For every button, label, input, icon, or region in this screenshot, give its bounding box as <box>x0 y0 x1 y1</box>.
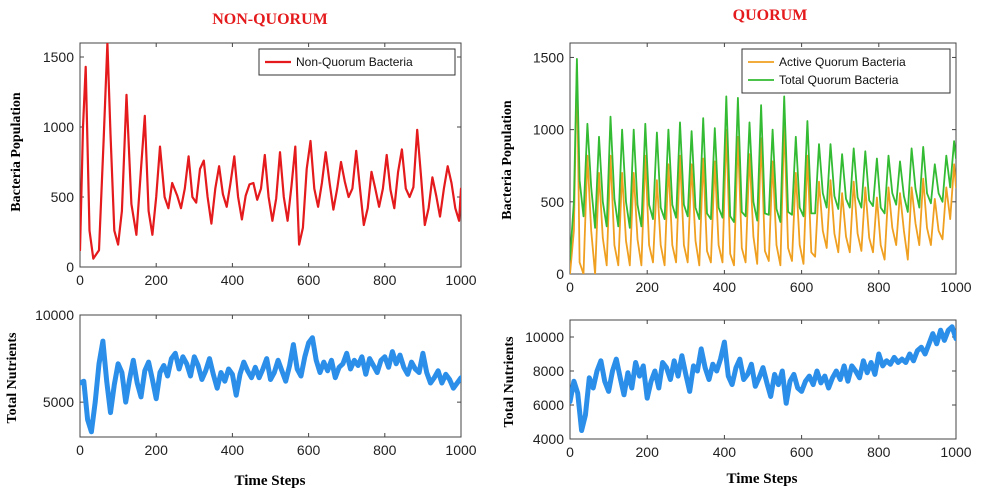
nq-nut-ylabel: Total Nutrients <box>5 332 20 423</box>
q_nut-xtick-label: 400 <box>713 444 737 460</box>
nq_pop-axes-box <box>79 42 462 268</box>
nq_pop-xtick-label: 1000 <box>445 272 476 288</box>
q_pop-series-line-1 <box>570 58 956 261</box>
nq_pop-legend-box <box>258 48 456 76</box>
q-nut-xlabel: Time Steps <box>727 471 798 487</box>
nq_pop-xtick-label: 600 <box>297 272 321 288</box>
nq_pop-legend-label-0: Non-Quorum Bacteria <box>296 55 413 69</box>
nq-title: NON-QUORUM <box>212 11 328 28</box>
q_pop-xtick-label: 800 <box>867 279 891 295</box>
nq_pop-ytick-label: 1500 <box>43 49 74 65</box>
nq_nut-chart: 0 200 400 600 800 1000 5000 10000 <box>35 307 477 458</box>
q-pop-ylabel: Bacteria Population <box>500 100 515 220</box>
nq-pop-ylabel: Bacteria Population <box>9 92 24 212</box>
q_pop-xtick-label: 200 <box>636 279 660 295</box>
q_nut-xtick-label: 600 <box>790 444 814 460</box>
q_pop-xtick-label: 1000 <box>940 279 971 295</box>
nq_nut-xtick-label: 1000 <box>445 442 476 458</box>
nq_pop-xtick-label: 400 <box>221 272 245 288</box>
q_pop-xtick-label: 0 <box>566 279 574 295</box>
nq_pop-ytick-label: 500 <box>51 189 75 205</box>
q_pop-xtick-label: 600 <box>790 279 814 295</box>
q_nut-ytick-label: 4000 <box>533 431 564 447</box>
q_nut-ytick-label: 6000 <box>533 397 564 413</box>
nq_pop-ytick-label: 0 <box>66 259 74 275</box>
nq_nut-series-line-0 <box>80 335 461 435</box>
nq_pop-chart: 0 200 400 600 800 1000 0 500 1000 1500 Non-Quorum … <box>43 42 477 288</box>
nq_pop-xtick-label: 200 <box>145 272 169 288</box>
q_pop-ytick-label: 1000 <box>533 122 564 138</box>
q_nut-series-line-0 <box>570 324 956 433</box>
q_pop-series-line-0 <box>570 63 956 274</box>
nq_nut-xtick-label: 200 <box>145 442 169 458</box>
nq_nut-xtick-label: 600 <box>297 442 321 458</box>
nq_pop-xtick-label: 800 <box>373 272 397 288</box>
q_pop-legend-label-0: Active Quorum Bacteria <box>779 55 906 69</box>
nq_pop-series-line-0 <box>80 43 461 260</box>
q-title: QUORUM <box>733 7 808 24</box>
q_pop-legend-label-1: Total Quorum Bacteria <box>779 73 899 87</box>
q_pop-ytick-label: 500 <box>541 194 565 210</box>
nq_pop-ytick-label: 1000 <box>43 119 74 135</box>
q_pop-legend-box <box>741 48 951 94</box>
q_nut-xtick-label: 0 <box>566 444 574 460</box>
q_nut-ytick-label: 10000 <box>525 329 564 345</box>
nq_nut-ytick-label: 10000 <box>35 307 74 323</box>
q_pop-ytick-label: 1500 <box>533 49 564 65</box>
q_pop-chart: 0 200 400 600 800 1000 0 500 1000 1500 Active Quor… <box>533 42 972 295</box>
q_nut-chart: 0 200 400 600 800 1000 4000 6000 8000 10000 <box>525 319 972 460</box>
q_nut-xtick-label: 800 <box>867 444 891 460</box>
nq_pop-xtick-label: 0 <box>76 272 84 288</box>
q_pop-xtick-label: 400 <box>713 279 737 295</box>
nq_nut-xtick-label: 800 <box>373 442 397 458</box>
q_nut-ytick-label: 8000 <box>533 363 564 379</box>
q_nut-xtick-label: 200 <box>636 444 660 460</box>
nq-nut-xlabel: Time Steps <box>235 473 306 489</box>
q_pop-ytick-label: 0 <box>556 266 564 282</box>
nq_nut-ytick-label: 5000 <box>43 394 74 410</box>
q-nut-ylabel: Total Nutrients <box>502 336 517 427</box>
nq_nut-xtick-label: 0 <box>76 442 84 458</box>
q_nut-xtick-label: 1000 <box>940 444 971 460</box>
nq_nut-xtick-label: 400 <box>221 442 245 458</box>
